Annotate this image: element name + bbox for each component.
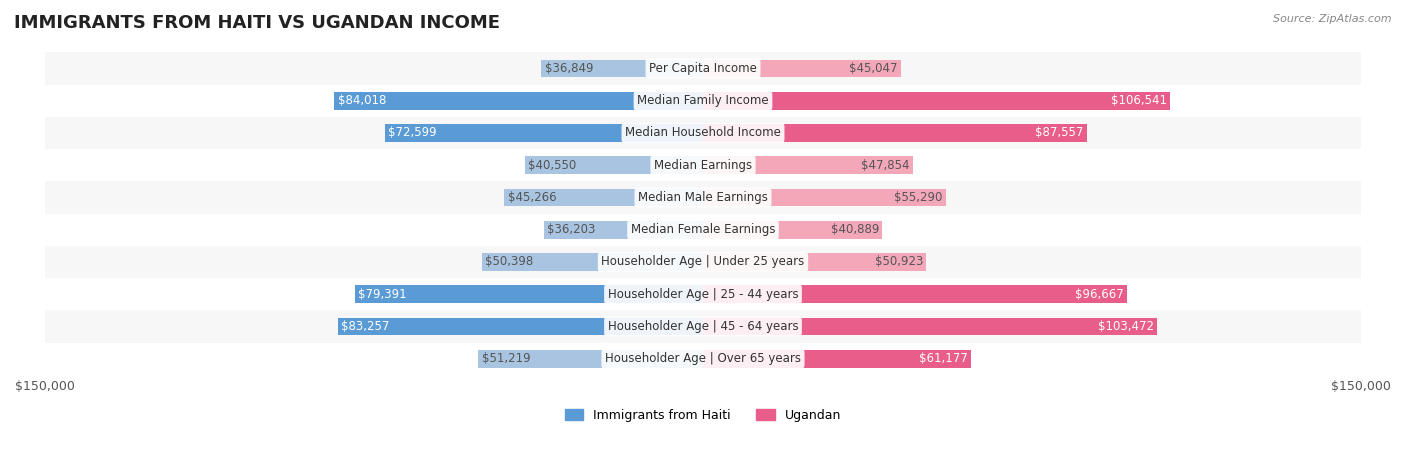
Bar [45, 278, 1361, 311]
Bar [45, 246, 1361, 278]
Bar [703, 253, 927, 271]
Text: Householder Age | Under 25 years: Householder Age | Under 25 years [602, 255, 804, 269]
Bar [482, 253, 703, 271]
Text: $40,889: $40,889 [831, 223, 879, 236]
Bar [45, 343, 1361, 375]
Bar [703, 189, 946, 206]
Bar [703, 156, 912, 174]
Text: $87,557: $87,557 [1035, 127, 1084, 140]
Text: $84,018: $84,018 [337, 94, 387, 107]
Bar [703, 350, 972, 368]
Bar [335, 92, 703, 110]
Bar [703, 92, 1170, 110]
Bar [45, 149, 1361, 181]
Text: $50,923: $50,923 [875, 255, 924, 269]
Text: Median Household Income: Median Household Income [626, 127, 780, 140]
Text: $45,047: $45,047 [849, 62, 897, 75]
Text: $103,472: $103,472 [1098, 320, 1154, 333]
Bar [45, 117, 1361, 149]
Legend: Immigrants from Haiti, Ugandan: Immigrants from Haiti, Ugandan [560, 403, 846, 427]
Text: Source: ZipAtlas.com: Source: ZipAtlas.com [1274, 14, 1392, 24]
Text: Median Female Earnings: Median Female Earnings [631, 223, 775, 236]
Text: $36,849: $36,849 [544, 62, 593, 75]
Text: Median Earnings: Median Earnings [654, 159, 752, 172]
Bar [45, 213, 1361, 246]
Bar [703, 318, 1157, 335]
Bar [45, 52, 1361, 85]
Bar [45, 85, 1361, 117]
Bar [478, 350, 703, 368]
Text: $50,398: $50,398 [485, 255, 533, 269]
Bar [703, 221, 883, 239]
Text: $106,541: $106,541 [1111, 94, 1167, 107]
Bar [703, 285, 1128, 303]
Text: Per Capita Income: Per Capita Income [650, 62, 756, 75]
Text: $61,177: $61,177 [920, 352, 969, 365]
Text: $47,854: $47,854 [860, 159, 910, 172]
Bar [45, 181, 1361, 213]
Text: Householder Age | Over 65 years: Householder Age | Over 65 years [605, 352, 801, 365]
Bar [703, 60, 901, 78]
Text: $83,257: $83,257 [342, 320, 389, 333]
Bar [384, 124, 703, 142]
Text: IMMIGRANTS FROM HAITI VS UGANDAN INCOME: IMMIGRANTS FROM HAITI VS UGANDAN INCOME [14, 14, 501, 32]
Text: $96,667: $96,667 [1076, 288, 1123, 301]
Text: $55,290: $55,290 [894, 191, 942, 204]
Bar [544, 221, 703, 239]
Text: $36,203: $36,203 [547, 223, 596, 236]
Text: Median Family Income: Median Family Income [637, 94, 769, 107]
Text: $45,266: $45,266 [508, 191, 557, 204]
Bar [524, 156, 703, 174]
Text: Householder Age | 45 - 64 years: Householder Age | 45 - 64 years [607, 320, 799, 333]
Text: $79,391: $79,391 [359, 288, 406, 301]
Bar [505, 189, 703, 206]
Text: $72,599: $72,599 [388, 127, 436, 140]
Bar [45, 311, 1361, 343]
Bar [354, 285, 703, 303]
Text: Householder Age | 25 - 44 years: Householder Age | 25 - 44 years [607, 288, 799, 301]
Text: $51,219: $51,219 [482, 352, 530, 365]
Text: Median Male Earnings: Median Male Earnings [638, 191, 768, 204]
Text: $40,550: $40,550 [529, 159, 576, 172]
Bar [337, 318, 703, 335]
Bar [703, 124, 1087, 142]
Bar [541, 60, 703, 78]
